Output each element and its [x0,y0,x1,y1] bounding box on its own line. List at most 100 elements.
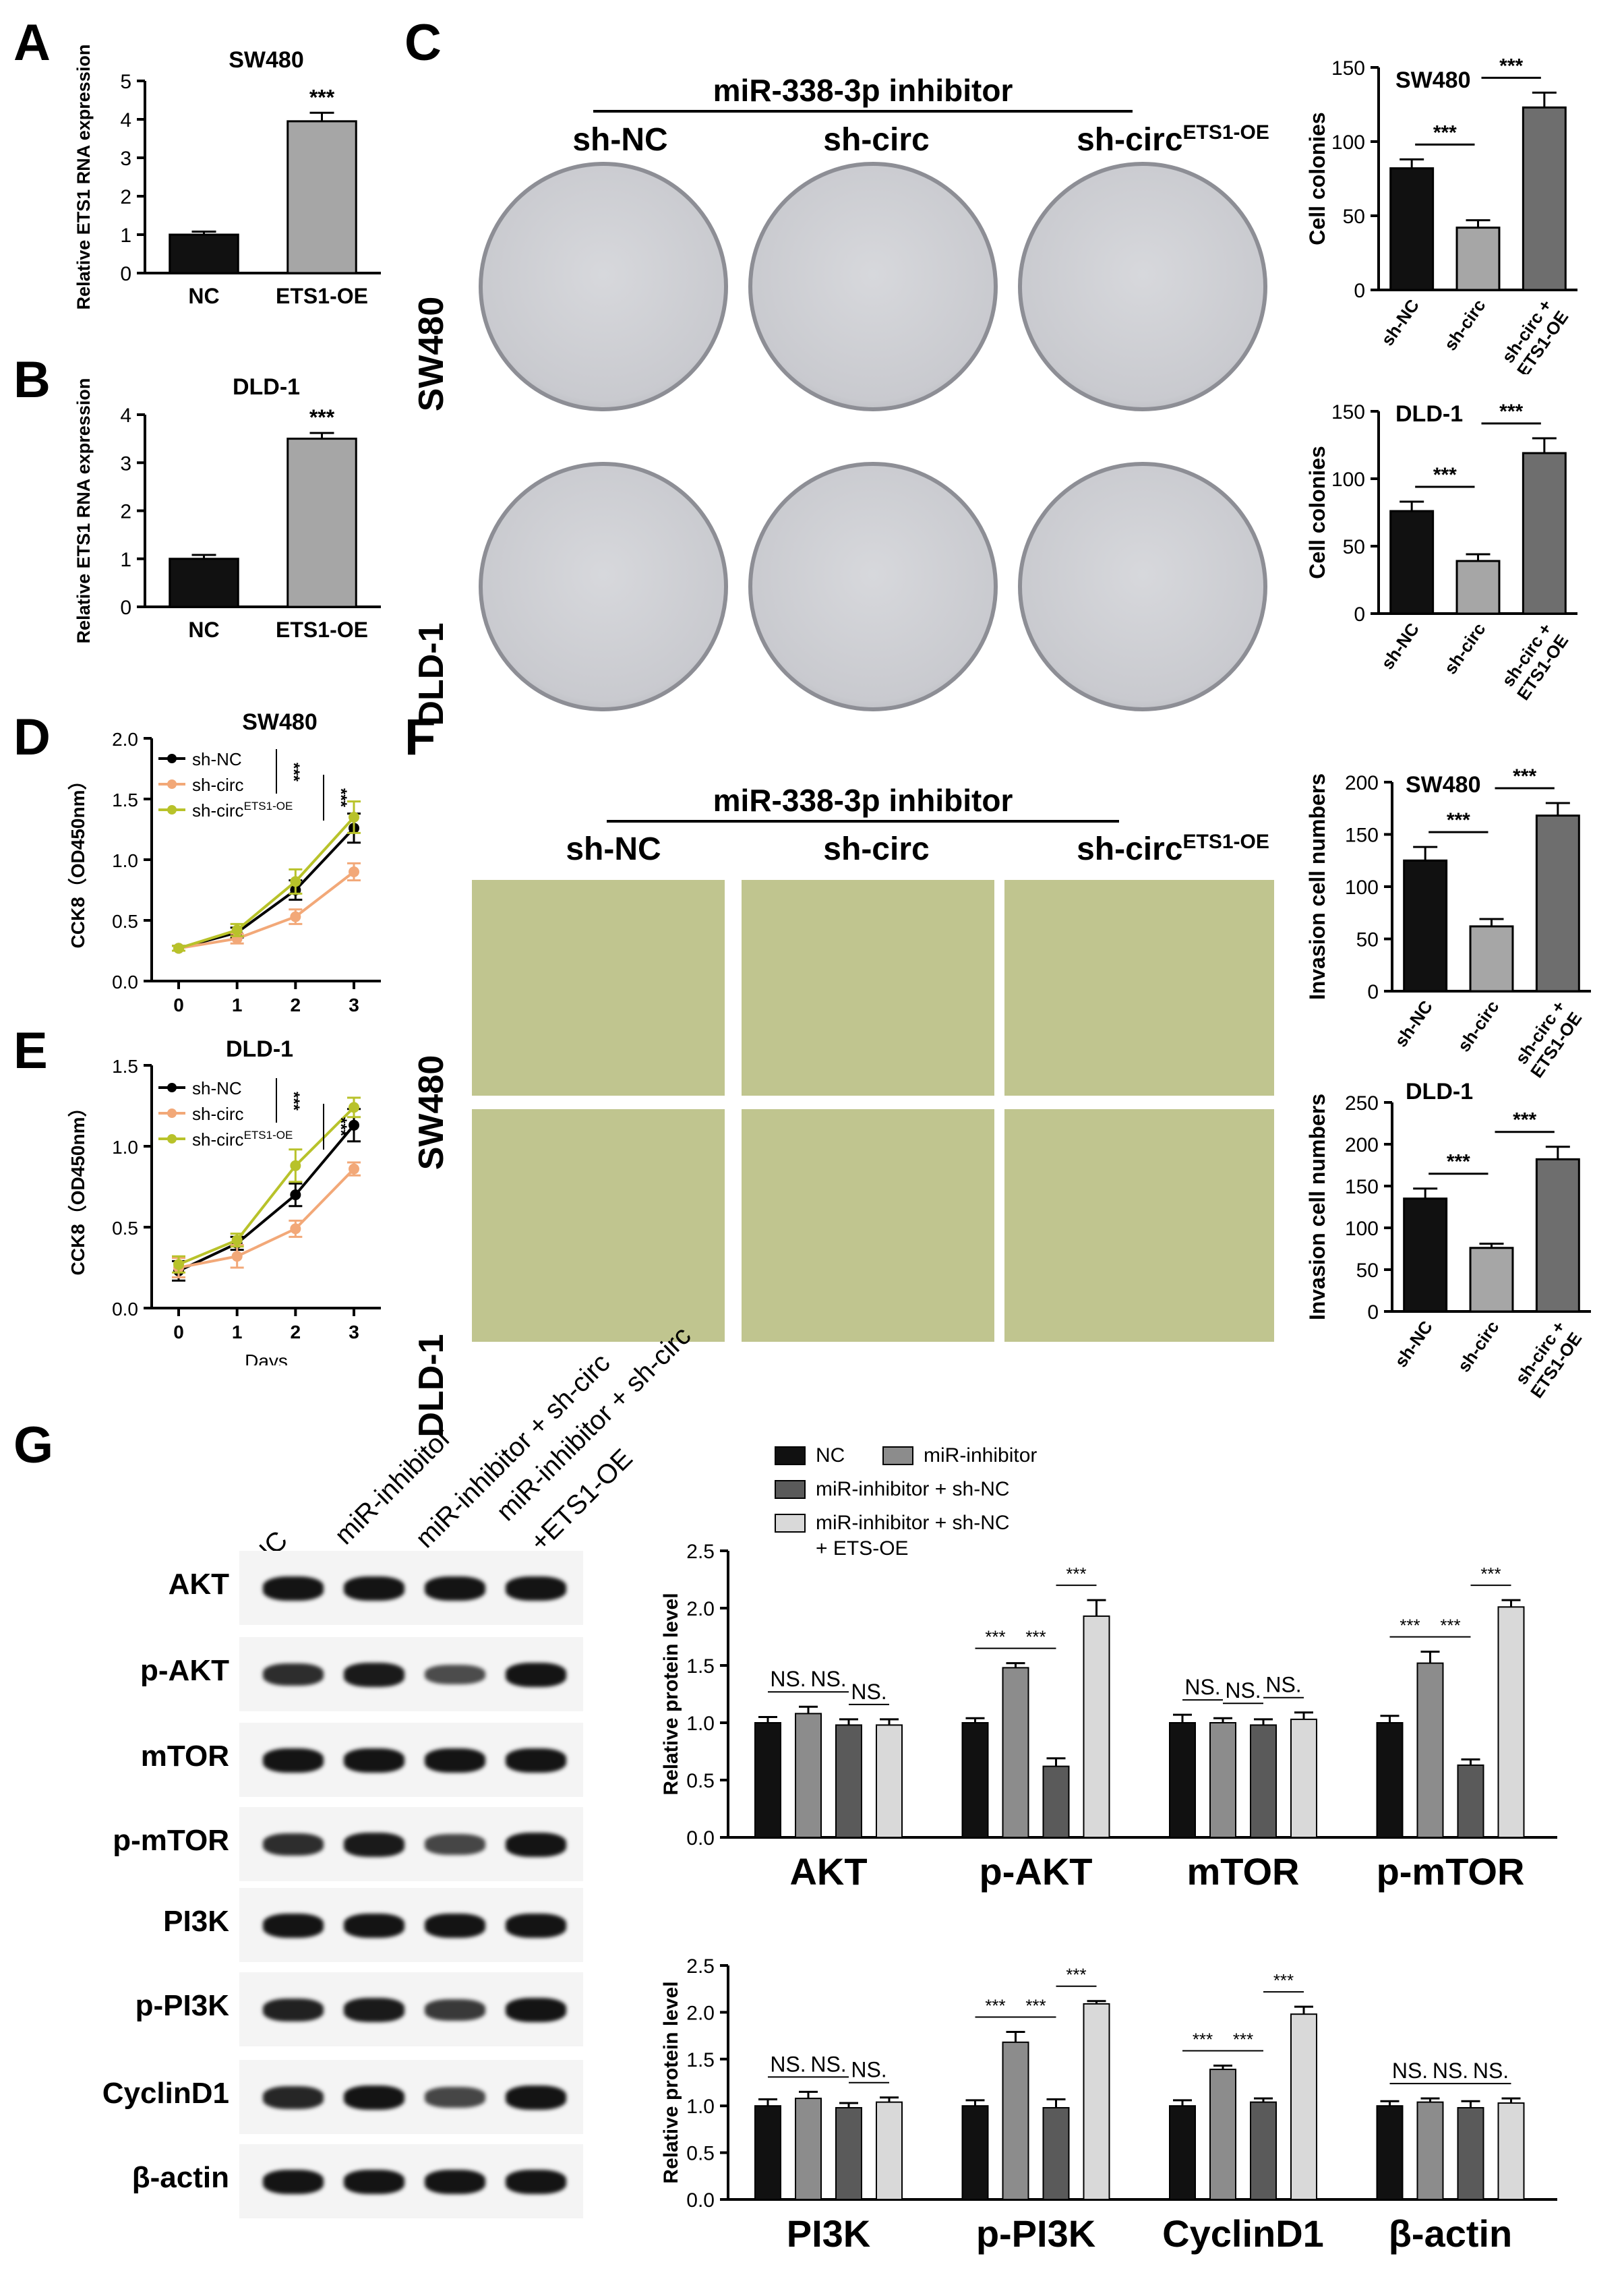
y-tick-label: 0.0 [686,2189,715,2212]
y-tick-label: 3 [120,148,131,170]
y-tick-label: 1.0 [112,850,138,871]
y-tick-label: 2 [120,501,131,523]
legend-marker [167,805,177,815]
series-line [178,816,355,950]
y-tick-label: 1 [120,549,131,571]
panel-c-header-line [593,110,1133,113]
y-tick-label: 1.5 [112,790,138,810]
x-tick-label: 0 [173,1322,184,1342]
legend-swatch [775,1514,806,1533]
bar [1002,2041,1029,2200]
data-point [290,911,301,922]
chart-title: SW480 [229,47,304,73]
y-tick-label: 0.5 [686,2143,715,2165]
x-tick-label: NC [188,618,219,642]
x-axis-label: Days [245,1351,288,1365]
y-tick-label: 0 [1367,981,1379,1003]
legend-label: sh-NC [192,749,242,769]
significance-label: *** [1480,1564,1501,1584]
significance-label: NS. [770,2052,806,2076]
significance-label: NS. [1184,1675,1220,1699]
blot-band [425,1914,485,1938]
legend-swatch [775,1446,806,1465]
y-tick-label: 1.0 [686,2096,715,2118]
y-tick-label: 2.0 [686,2002,715,2024]
significance-label: *** [309,405,335,430]
significance-label: *** [1513,1109,1536,1131]
transwell-dld1-sh-circ [742,1109,994,1342]
y-tick-label: 0.5 [112,911,138,932]
y-tick-label: 0 [1354,280,1365,302]
data-point [173,1259,184,1270]
bar [754,2105,781,2200]
blot-band [263,1914,324,1938]
bar [1416,1662,1444,1838]
blot-band [506,1833,566,1857]
chart-d-cck8-sw480: SW480 0.0 0.5 1.0 1.5 2.0 0 1 2 3 Days CCK8（OD450nm… [67,709,381,1025]
bar [1469,1247,1514,1313]
x-tick-label: β-actin [1389,2212,1513,2255]
blot-label: p-AKT [140,1654,229,1687]
bar [1403,1197,1448,1313]
significance-label: *** [1447,1151,1470,1173]
bar [1522,452,1567,615]
bar [169,233,239,274]
x-tick-label: PI3K [787,2212,871,2255]
panel-f-col-sh-circ: sh-circ [823,831,930,867]
significance-label: *** [1066,1564,1086,1584]
chart-title: DLD-1 [233,374,300,400]
y-tick-label: 1 [120,225,131,247]
x-tick-label: CyclinD1 [1162,2212,1324,2255]
blot-strip [239,2060,583,2134]
bar [1083,1615,1110,1838]
y-tick-label: 2.5 [686,1541,715,1563]
data-point [349,812,359,823]
significance-label: NS. [1265,1673,1301,1697]
blot-band [344,1833,404,1857]
chart-g-protein-level-top: 0.0 0.5 1.0 1.5 2.0 2.5 Relative protein level… [660,1444,1557,1893]
bar [1389,510,1435,615]
blot-label: mTOR [140,1740,229,1773]
y-tick-label: 0 [1354,603,1365,626]
blot-label: p-PI3K [135,1989,229,2022]
bar [1290,2013,1317,2201]
panel-f-row-sw480: SW480 [411,850,452,1171]
y-tick-label: 150 [1345,825,1379,847]
blot-band [344,2086,404,2110]
data-point [349,1102,359,1113]
blot-band [344,1998,404,2022]
bar [1535,1158,1580,1313]
colony-dish-dld1-sh-circ-ets1 [1018,462,1267,711]
blot-band [425,2087,485,2108]
y-tick-label: 0.5 [112,1218,138,1239]
panel-c-row-sw480: SW480 [411,91,452,412]
significance-label: NS. [810,2052,846,2076]
y-tick-label: 2.5 [686,1955,715,1978]
significance-label: *** [1499,401,1523,423]
data-point [290,1160,301,1171]
significance-label: *** [1193,2030,1213,2050]
blot-band [263,1998,324,2022]
chart-title: SW480 [1406,772,1481,798]
chart-title: DLD-1 [1395,401,1463,427]
blot-band [506,1663,566,1687]
panel-letter-e: E [13,1022,48,1080]
panel-c-row-dld1: DLD-1 [411,411,452,726]
legend-label: sh-circETS1-OE [192,800,293,821]
x-tick-label: sh-circ [1440,619,1489,678]
significance-label: NS. [1392,2059,1428,2083]
data-point [349,1163,359,1175]
bar [1376,2105,1404,2200]
panel-c-col3-sup: ETS1-OE [1182,121,1269,144]
significance-label: *** [1440,1616,1460,1636]
y-tick-label: 250 [1345,1092,1379,1115]
legend-label: miR-inhibitor + sh-NC [816,1478,1010,1500]
significance-label: *** [1433,464,1457,486]
panel-c-row-dld1-text: DLD-1 [412,622,451,726]
panel-g-western-blot: NC miR-inhibitor miR-inhibitor + sh-circ… [27,1321,697,2272]
data-point [231,924,243,936]
x-tick-label: sh-circ +ETS1-OE [1496,619,1572,704]
chart-a-ets1-sw480: SW480 0 1 2 3 4 5 Relative ETS1 RNA expression N… [73,45,381,309]
colony-dish-sw480-sh-circ [748,162,998,411]
